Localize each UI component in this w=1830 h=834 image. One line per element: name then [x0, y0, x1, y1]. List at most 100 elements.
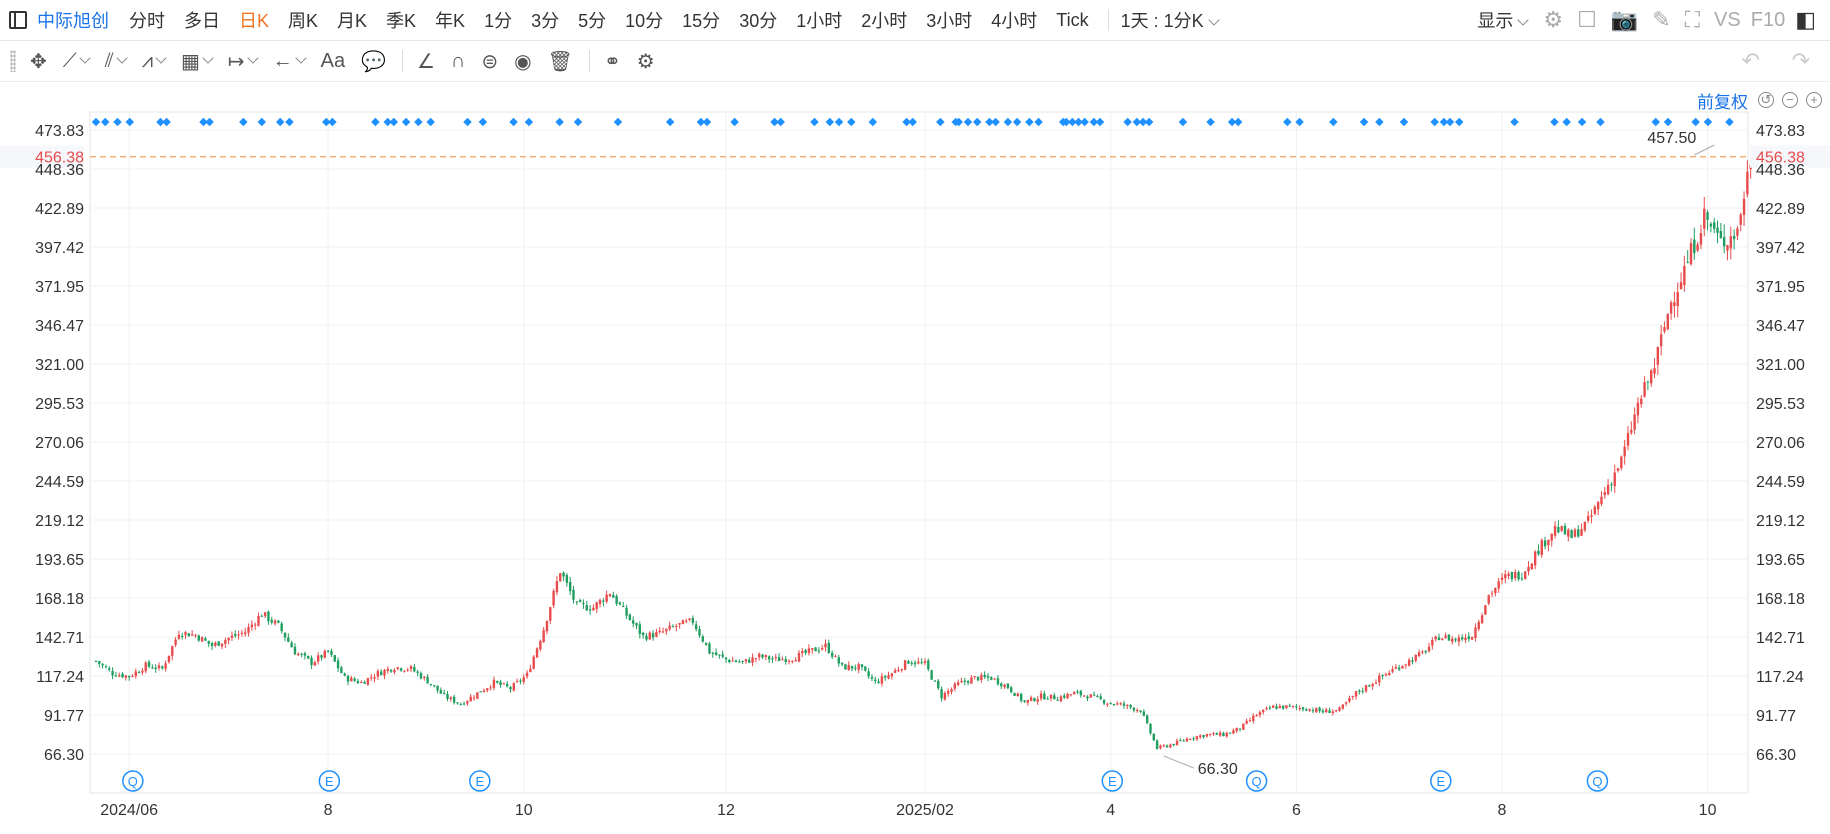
candle-body [413, 666, 416, 672]
signal-marker [810, 117, 819, 127]
period-30min[interactable]: 30分 [739, 11, 778, 31]
event-marker-q-icon[interactable] [1586, 770, 1609, 792]
x-tick-label: 10 [515, 802, 533, 819]
candle-body [1374, 682, 1378, 684]
candle-body [366, 678, 370, 685]
zoom-out-icon[interactable]: − [1782, 92, 1798, 108]
event-marker-q-icon[interactable] [1245, 770, 1268, 792]
period-yearly[interactable]: 年K [435, 11, 466, 31]
layout-icon[interactable]: ☐ [1577, 7, 1597, 32]
channel-tool-icon[interactable]: ⫽ [105, 50, 128, 73]
angle-icon[interactable]: ∠ [417, 50, 435, 73]
adjust-mode-button[interactable]: 前复权 [1697, 92, 1748, 112]
period-intraday[interactable]: 分时 [129, 11, 165, 31]
period-3hour[interactable]: 3小时 [926, 11, 973, 31]
candle-body [1480, 615, 1484, 624]
line-tool-icon[interactable]: ⟋ [63, 50, 91, 73]
event-marker-e-icon[interactable] [1430, 770, 1452, 792]
candle-body [1378, 675, 1381, 683]
candle-body [1361, 690, 1364, 692]
sidebar-toggle-icon[interactable] [9, 11, 27, 29]
candle-body [1305, 709, 1308, 711]
divider [588, 50, 590, 72]
candle-body [864, 666, 867, 671]
candle-body [651, 633, 655, 638]
divider [1107, 9, 1109, 31]
candle-body [953, 683, 957, 689]
fibonacci-tool-icon[interactable]: ▦ [181, 49, 214, 74]
candle-body [1517, 572, 1520, 580]
eye-icon[interactable]: ◉ [514, 50, 532, 73]
stock-name[interactable]: 中际旭创 [37, 11, 109, 31]
compare-button[interactable]: VS [1714, 8, 1741, 31]
candle-body [1202, 735, 1205, 738]
candle-body [582, 602, 585, 605]
candle-body [1364, 685, 1368, 692]
candle-body [1613, 472, 1616, 487]
pattern-tool-icon[interactable]: ⩘ [142, 50, 167, 73]
period-1hour[interactable]: 1小时 [796, 11, 843, 31]
candle-body [685, 620, 688, 622]
candle-body [539, 640, 542, 650]
candle-body [1069, 694, 1073, 696]
collapse-panel-icon[interactable]: ◧ [1795, 7, 1816, 32]
candle-body [131, 675, 134, 677]
event-marker-q-icon[interactable] [122, 770, 144, 792]
undo-icon[interactable]: ↶ [1741, 48, 1760, 73]
period-quarterly[interactable]: 季K [386, 11, 417, 31]
period-5min[interactable]: 5分 [578, 11, 607, 31]
candle-body [897, 669, 900, 672]
custom-period-select[interactable]: 1天 : 1分K [1121, 7, 1220, 33]
f10-button[interactable]: F10 [1750, 8, 1786, 31]
fullscreen-icon[interactable]: ⛶ [1684, 7, 1701, 32]
redo-icon[interactable]: ↷ [1791, 48, 1810, 73]
signal-marker [776, 117, 785, 127]
candle-body [492, 679, 496, 688]
camera-icon[interactable]: 📷 [1610, 7, 1639, 32]
candle-body [1457, 637, 1461, 642]
period-4hour[interactable]: 4小时 [991, 11, 1038, 31]
candle-body [277, 620, 280, 623]
period-weekly[interactable]: 周K [288, 11, 319, 31]
zoom-in-icon[interactable]: + [1806, 92, 1822, 108]
event-marker-e-icon[interactable] [469, 770, 491, 792]
comment-icon[interactable]: 💬 [361, 50, 387, 73]
period-3min[interactable]: 3分 [531, 11, 560, 31]
overlay-icon[interactable]: ⚭ [603, 50, 621, 73]
trash-icon[interactable]: 🗑 [547, 50, 573, 73]
candle-body [1504, 574, 1507, 579]
period-multiday[interactable]: 多日 [184, 11, 220, 31]
period-10min[interactable]: 10分 [625, 11, 664, 31]
period-daily[interactable]: 日K [239, 11, 270, 31]
candle-body [1122, 703, 1126, 706]
lock-icon[interactable]: ⊜ [481, 50, 499, 73]
magnet-icon[interactable]: ∩ [450, 49, 466, 72]
measure-tool-icon[interactable]: ↦ [228, 49, 259, 74]
period-15min[interactable]: 15分 [682, 11, 721, 31]
signal-marker [573, 117, 583, 127]
display-dropdown[interactable]: 显示 [1477, 7, 1529, 33]
period-monthly[interactable]: 月K [337, 11, 368, 31]
period-1min[interactable]: 1分 [484, 11, 513, 31]
candle-body [234, 634, 237, 636]
event-marker-e-icon[interactable] [318, 770, 341, 792]
gear-icon[interactable]: ⚙ [1543, 7, 1564, 32]
candle-body [748, 659, 751, 663]
pencil-icon[interactable]: ✎ [1652, 7, 1671, 32]
period-2hour[interactable]: 2小时 [861, 11, 908, 31]
candle-body [187, 633, 191, 637]
x-tick-label: 2024/06 [100, 802, 158, 819]
period-tick[interactable]: Tick [1056, 9, 1089, 30]
text-tool-icon[interactable]: Aa [320, 49, 346, 72]
candle-body [257, 615, 260, 626]
y-tick-label-right: 295.53 [1756, 396, 1805, 413]
event-marker-e-icon[interactable] [1101, 770, 1124, 792]
arrow-tool-icon[interactable]: ← [273, 50, 307, 73]
candle-body [535, 648, 539, 658]
move-icon[interactable]: ✥ [30, 50, 47, 73]
reset-icon[interactable]: ↺ [1758, 92, 1774, 108]
drag-handle-icon[interactable] [10, 50, 16, 72]
candle-body [1719, 231, 1723, 239]
settings-icon[interactable]: ⚙ [636, 50, 655, 73]
